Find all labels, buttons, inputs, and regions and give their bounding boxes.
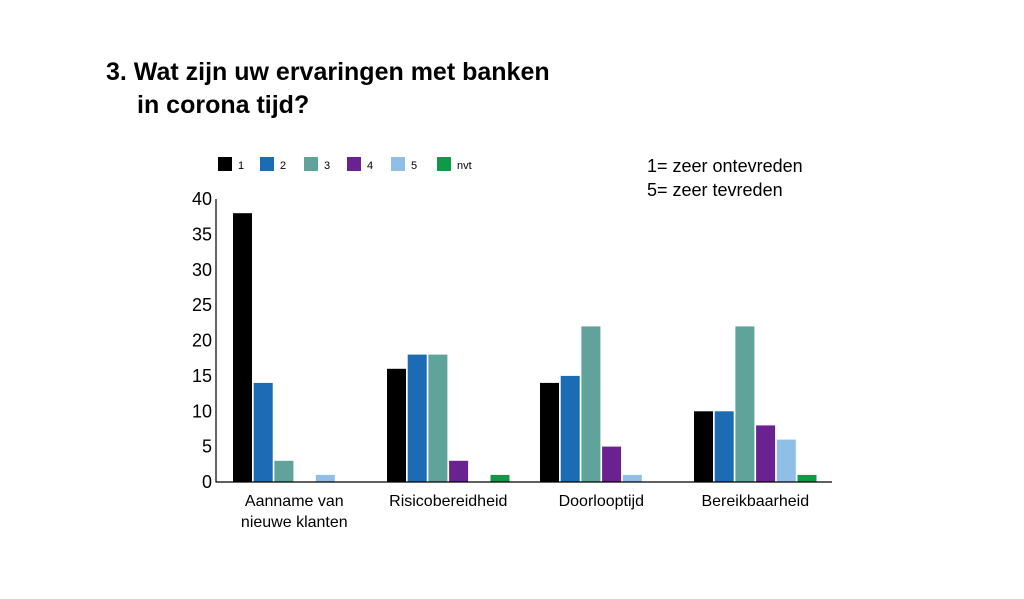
x-category-label-1: Aanname van nieuwe klanten xyxy=(241,493,348,531)
scale-note-line-1: 1= zeer ontevreden xyxy=(647,156,803,176)
bar-1-series-1 xyxy=(233,213,252,482)
legend-swatch-1 xyxy=(218,157,232,171)
x-category-label-line: Doorlooptijd xyxy=(559,493,644,510)
x-axis-category-labels: Aanname van nieuwe klanten Risicobereidhei… xyxy=(241,493,809,531)
x-category-label-line: nieuwe klanten xyxy=(241,514,348,531)
bar-1-series-2 xyxy=(253,382,273,482)
scale-note-line-2: 5= zeer tevreden xyxy=(647,180,783,200)
bar-3-series-4 xyxy=(602,446,622,482)
y-tick-label-30: 30 xyxy=(192,260,212,280)
bar-3-series-3 xyxy=(581,326,601,482)
chart-title: 3. Wat zijn uw ervaringen met banken in … xyxy=(106,56,550,122)
y-tick-label-15: 15 xyxy=(192,366,212,386)
y-tick-label-25: 25 xyxy=(192,295,212,315)
x-category-label-line: Risicobereidheid xyxy=(389,493,507,510)
x-category-label-4: Bereikbaarheid xyxy=(701,493,809,510)
legend-swatch-5 xyxy=(391,157,405,171)
legend-label-2: 2 xyxy=(280,160,286,172)
scale-note: 1= zeer ontevreden 5= zeer tevreden xyxy=(647,154,803,202)
bar-2-series-2 xyxy=(407,354,427,482)
chart-axes xyxy=(215,199,832,483)
x-category-label-2: Risicobereidheid xyxy=(389,493,507,510)
y-tick-label-0: 0 xyxy=(202,472,212,492)
y-tick-label-20: 20 xyxy=(192,331,212,351)
x-category-label-line: Aanname van xyxy=(245,493,344,510)
legend-swatch-nvt xyxy=(437,157,451,171)
bar-1-series-3 xyxy=(274,460,294,482)
bar-2-series-1 xyxy=(387,368,406,482)
bar-4-series-4 xyxy=(756,425,776,482)
legend-label-nvt: nvt xyxy=(457,160,472,172)
bar-4-series-3 xyxy=(735,326,755,482)
y-tick-label-40: 40 xyxy=(192,189,212,209)
legend-label-3: 3 xyxy=(324,160,330,172)
x-category-label-3: Doorlooptijd xyxy=(559,493,644,510)
bar-4-series-2 xyxy=(714,411,734,483)
y-tick-label-10: 10 xyxy=(192,401,212,421)
legend-swatch-3 xyxy=(304,157,318,171)
x-category-label-line: Bereikbaarheid xyxy=(701,493,809,510)
legend-swatch-4 xyxy=(347,157,361,171)
bar-1-series-5 xyxy=(315,474,335,482)
bar-4-series-5 xyxy=(776,439,796,482)
legend-label-1: 1 xyxy=(238,160,244,172)
bar-4-series-nvt xyxy=(797,474,817,482)
legend-swatch-2 xyxy=(260,157,274,171)
legend-label-5: 5 xyxy=(411,160,417,172)
bar-2-series-nvt xyxy=(490,474,510,482)
bar-4-series-1 xyxy=(694,411,713,483)
bar-3-series-1 xyxy=(540,382,559,482)
legend-label-4: 4 xyxy=(367,160,373,172)
chart-title-line-2: in corona tijd? xyxy=(137,91,310,119)
bar-2-series-3 xyxy=(428,354,448,482)
y-tick-label-35: 35 xyxy=(192,224,212,244)
bar-2-series-4 xyxy=(449,460,469,482)
chart-bars xyxy=(233,213,817,483)
chart-title-line-1: 3. Wat zijn uw ervaringen met banken xyxy=(106,58,550,86)
chart-legend: 1 2 3 4 5 nvt xyxy=(218,157,472,172)
y-tick-label-5: 5 xyxy=(202,437,212,457)
bar-3-series-5 xyxy=(622,474,642,482)
bar-3-series-2 xyxy=(560,375,580,482)
y-axis-tick-labels: 0 5 10 15 20 25 30 35 40 xyxy=(192,189,212,492)
